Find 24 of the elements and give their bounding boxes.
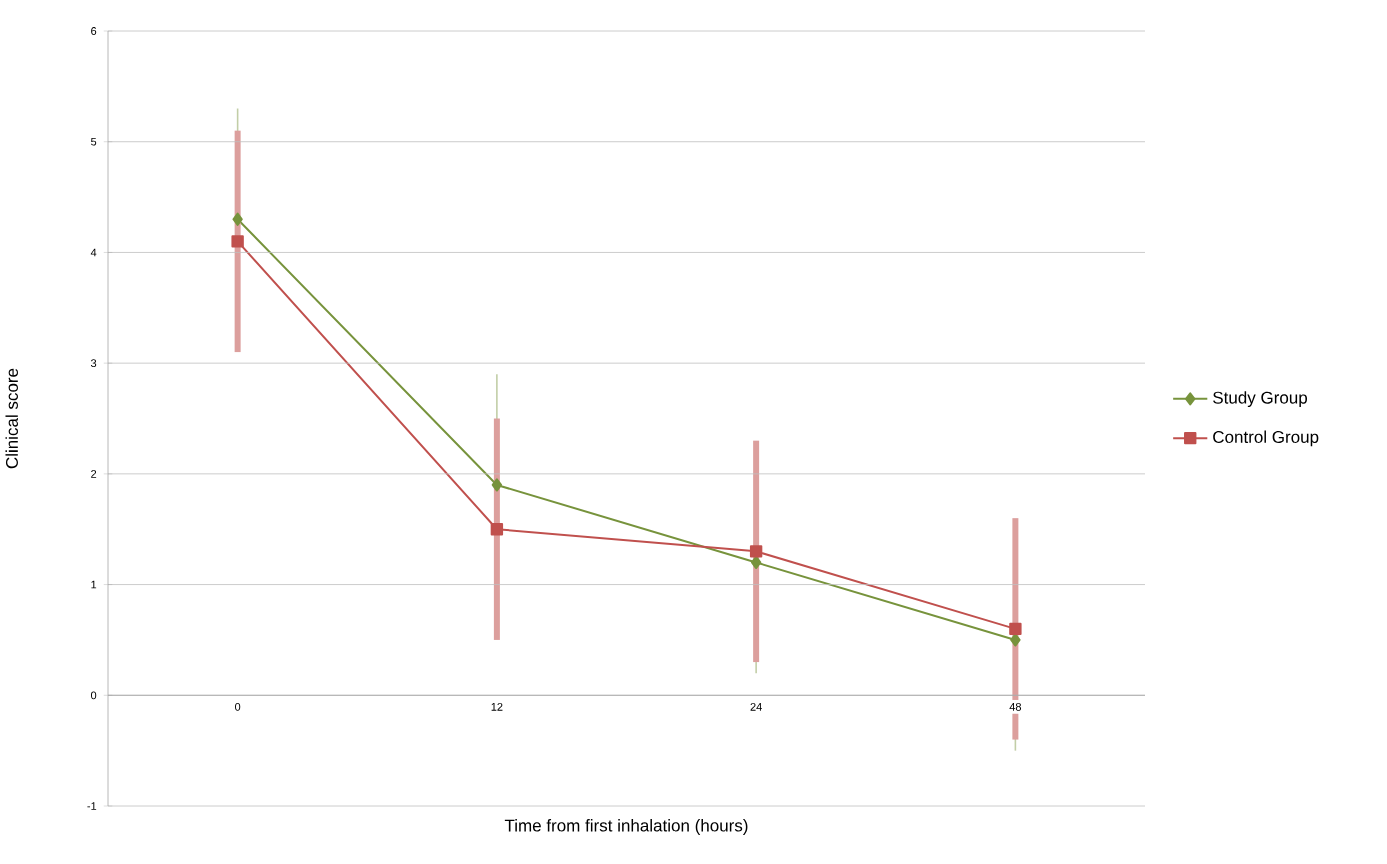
x-axis-title: Time from first inhalation (hours) <box>504 819 748 835</box>
point <box>1009 622 1022 636</box>
point <box>750 555 762 570</box>
x-tick-label: 24 <box>750 702 762 711</box>
y-axis-title: Clinical score <box>5 368 18 469</box>
x-tick-label: 12 <box>491 702 503 711</box>
point <box>1010 633 1021 647</box>
point <box>231 235 244 248</box>
y-tick-label: 1 <box>91 580 97 589</box>
y-tick-label: 0 <box>90 691 97 700</box>
y-tick-label: 6 <box>91 27 97 35</box>
point <box>232 212 243 226</box>
legend-label: Control Group <box>1213 430 1319 447</box>
point <box>749 545 763 558</box>
y-tick-label: -1 <box>87 802 97 810</box>
y-tick-label: 4 <box>90 248 97 257</box>
point <box>490 523 504 536</box>
x-tick-label: 48 <box>1009 702 1022 711</box>
point <box>491 478 503 492</box>
x-tick-label: 0 <box>235 702 241 711</box>
legend-label: Study Group <box>1213 391 1308 408</box>
y-tick-label: 5 <box>90 137 97 146</box>
y-tick-label: 3 <box>90 359 97 368</box>
y-tick-label: 2 <box>91 470 97 478</box>
